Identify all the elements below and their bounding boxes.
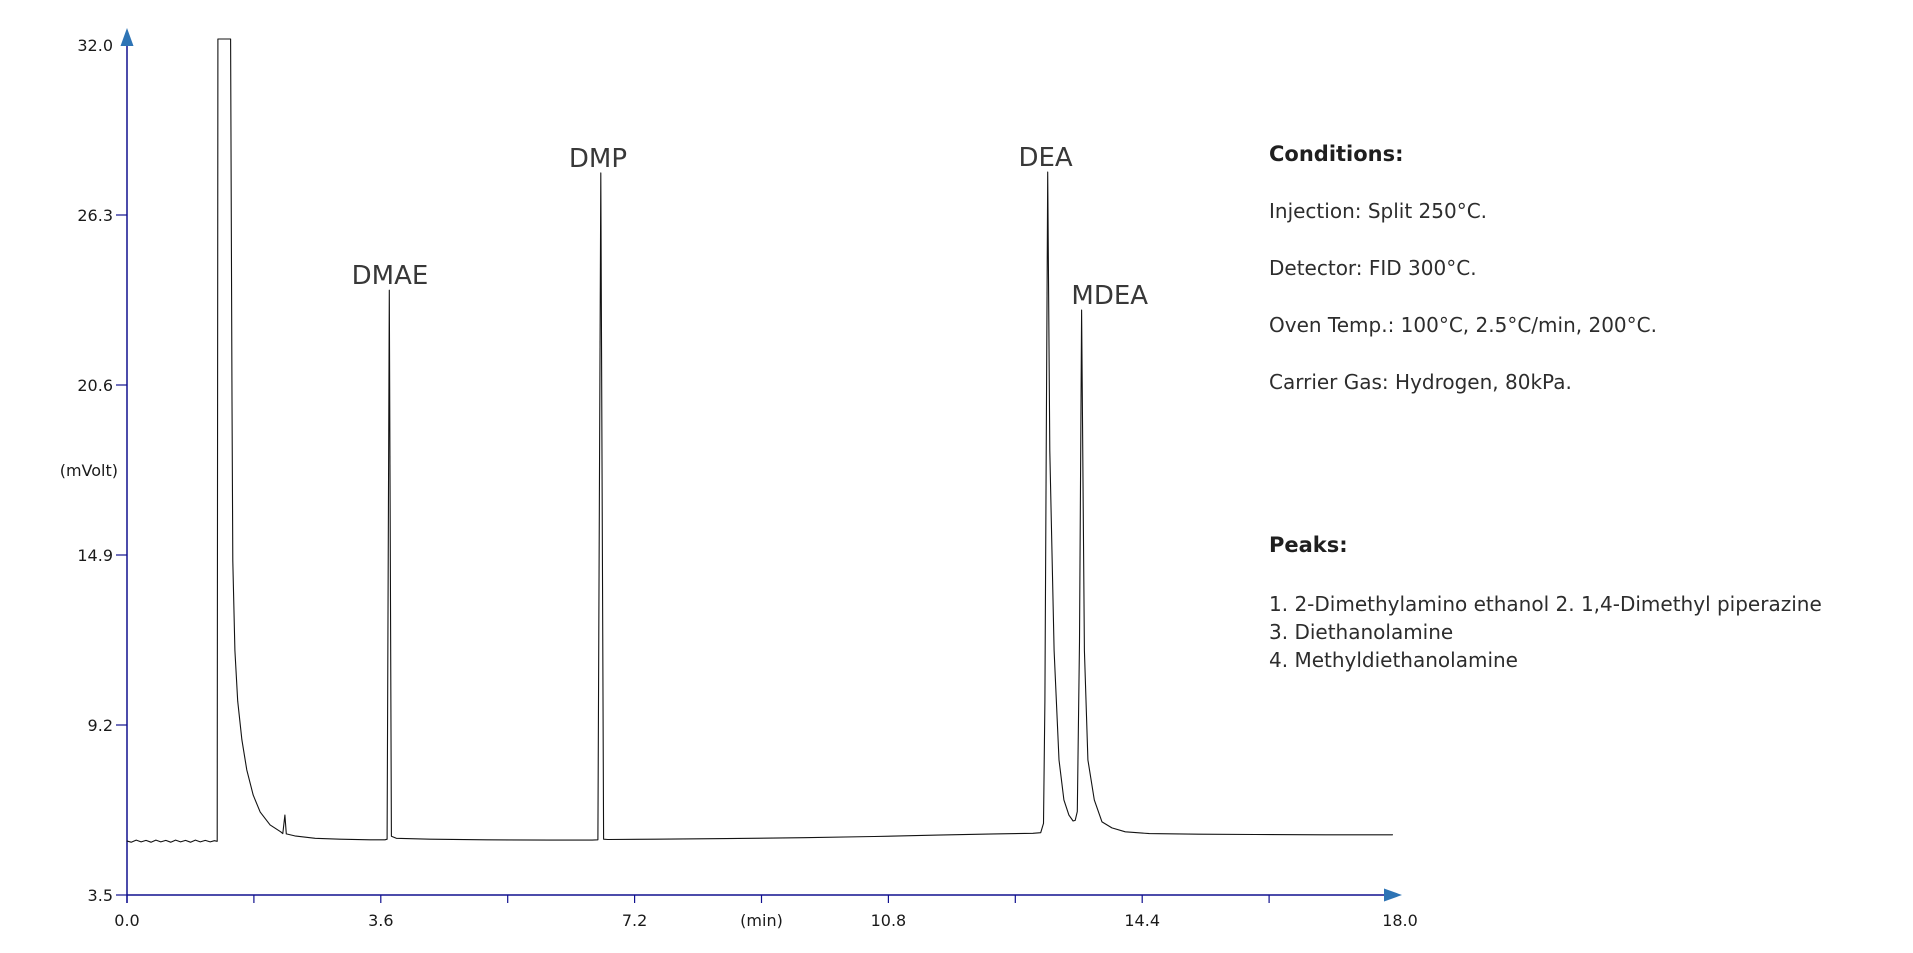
y-axis-unit-label: (mVolt) bbox=[60, 461, 118, 480]
condition-line-carrier-gas: Carrier Gas: Hydrogen, 80kPa. bbox=[1269, 370, 1572, 394]
condition-line-injection: Injection: Split 250°C. bbox=[1269, 199, 1488, 223]
y-tick-label: 20.6 bbox=[77, 376, 113, 395]
peaks-heading: Peaks: bbox=[1269, 533, 1348, 557]
y-tick-label: 14.9 bbox=[77, 546, 113, 565]
x-tick-label: 18.0 bbox=[1382, 911, 1418, 930]
peaks-line-1: 1. 2-Dimethylamino ethanol 2. 1,4-Dimeth… bbox=[1269, 592, 1822, 616]
signal-trace bbox=[126, 38, 1394, 843]
peak-label-dmae: DMAE bbox=[352, 261, 429, 291]
conditions-heading: Conditions: bbox=[1269, 142, 1404, 166]
peak-label-dmp: DMP bbox=[569, 144, 627, 174]
y-tick-label: 3.5 bbox=[88, 886, 113, 905]
x-tick-label: 7.2 bbox=[622, 911, 647, 930]
x-tick-label: 10.8 bbox=[871, 911, 907, 930]
x-tick-label: 0.0 bbox=[114, 911, 139, 930]
x-axis-unit-label: (min) bbox=[740, 911, 783, 930]
condition-line-oven-temp: Oven Temp.: 100°C, 2.5°C/min, 200°C. bbox=[1269, 313, 1657, 337]
peaks-legend-lines: 1. 2-Dimethylamino ethanol 2. 1,4-Dimeth… bbox=[1269, 590, 1889, 674]
y-axis-arrow-icon bbox=[120, 28, 134, 46]
y-tick-label: 26.3 bbox=[77, 206, 113, 225]
condition-line-detector: Detector: FID 300°C. bbox=[1269, 256, 1477, 280]
chromatogram-plot: 3.5 9.2 14.9 20.6 26.3 32.0 0.0 3.6 7.2 10.8 14.4 1… bbox=[60, 28, 1418, 930]
x-axis-arrow-icon bbox=[1384, 888, 1402, 902]
y-tick-label: 9.2 bbox=[88, 716, 113, 735]
peak-label-dea: DEA bbox=[1018, 143, 1072, 173]
peak-label-mdea: MDEA bbox=[1071, 281, 1148, 311]
peaks-line-2: 3. Diethanolamine bbox=[1269, 620, 1454, 644]
x-tick-label: 14.4 bbox=[1124, 911, 1160, 930]
y-tick-label: 32.0 bbox=[77, 36, 113, 55]
peaks-legend-block: Peaks: 1. 2-Dimethylamino ethanol 2. 1,4… bbox=[1269, 533, 1889, 674]
peaks-line-3: 4. Methyldiethanolamine bbox=[1269, 648, 1518, 672]
conditions-block: Conditions: Injection: Split 250°C. Dete… bbox=[1269, 142, 1829, 427]
x-tick-label: 3.6 bbox=[368, 911, 393, 930]
